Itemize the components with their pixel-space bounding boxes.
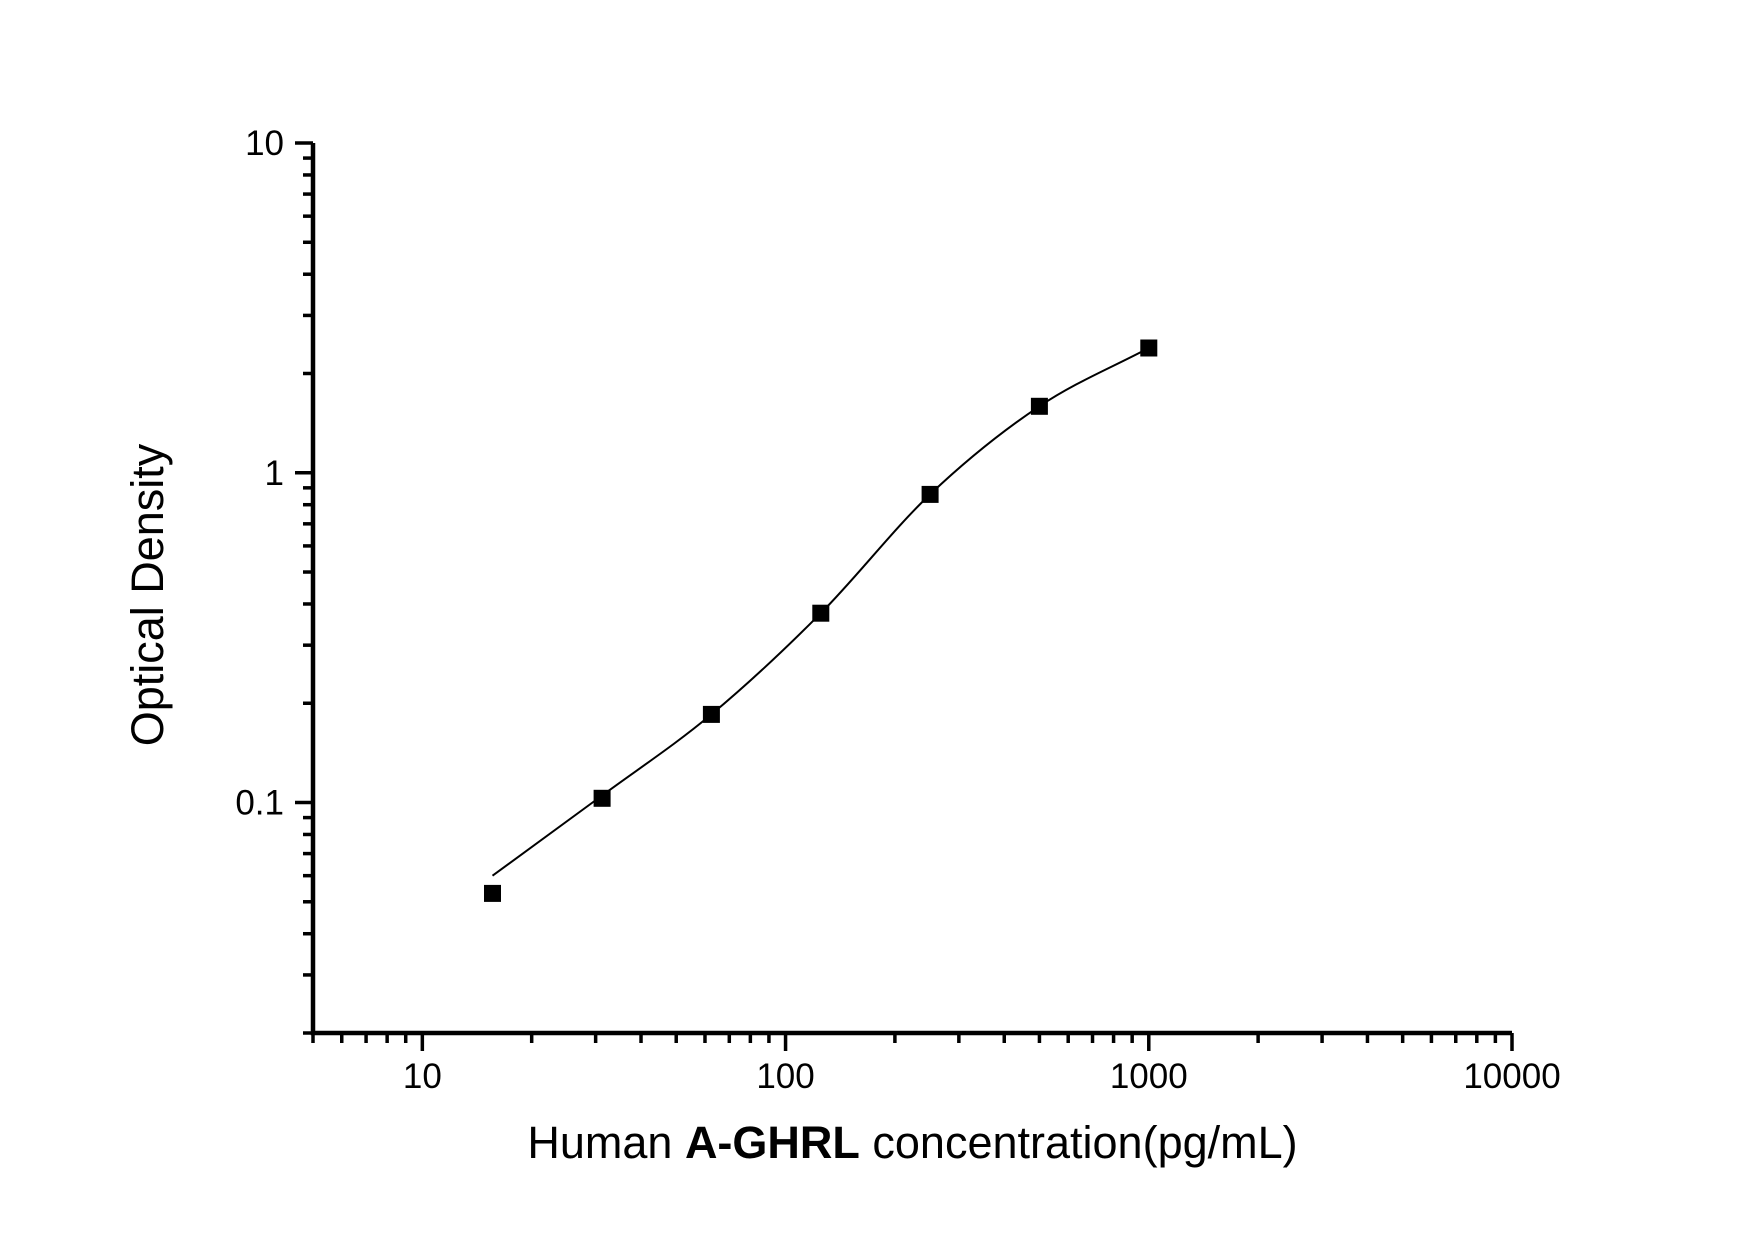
y-axis-ticks — [295, 141, 313, 1035]
x-title-analyte: A-GHRL — [685, 1117, 860, 1168]
x-axis-title: Human A-GHRL concentration(pg/mL) — [527, 1117, 1297, 1168]
y-axis-tick-labels: 0.1 1 10 — [235, 124, 284, 823]
data-point-marker — [1030, 397, 1048, 415]
x-axis-ticks — [311, 1033, 1514, 1051]
data-points — [484, 339, 1158, 902]
x-title-text: Human — [527, 1117, 685, 1168]
data-point-marker — [1140, 339, 1158, 357]
x-title-text: concentration(pg/mL) — [860, 1117, 1298, 1168]
data-point-marker — [702, 705, 720, 723]
data-point-marker — [812, 604, 830, 622]
x-tick-label: 10 — [403, 1057, 442, 1096]
x-axis-tick-labels: 10 100 1000 10000 — [403, 1057, 1561, 1096]
y-tick-label: 0.1 — [235, 784, 284, 823]
data-point-marker — [921, 485, 939, 503]
data-point-marker — [593, 789, 611, 807]
x-tick-label: 10000 — [1463, 1057, 1560, 1096]
y-axis-title: Optical Density — [122, 443, 173, 746]
y-tick-label: 10 — [245, 124, 284, 163]
y-tick-label: 1 — [265, 454, 284, 493]
data-point-marker — [484, 884, 501, 902]
x-tick-label: 1000 — [1110, 1057, 1188, 1096]
x-tick-label: 100 — [756, 1057, 814, 1096]
